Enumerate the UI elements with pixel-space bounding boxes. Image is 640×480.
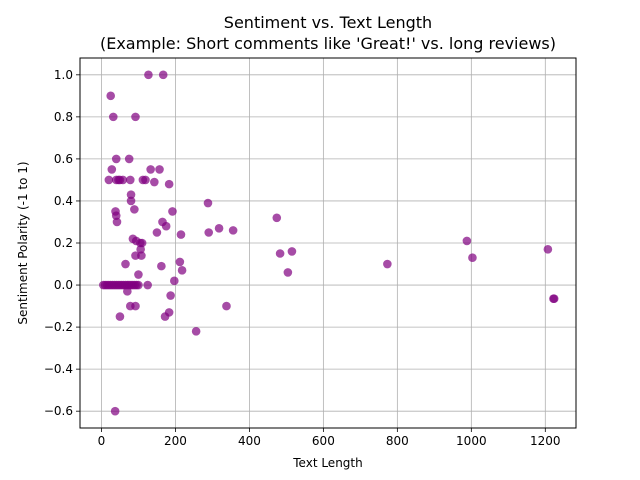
data-point [124, 154, 134, 164]
data-point [121, 259, 130, 269]
data-point [131, 112, 140, 122]
data-point [283, 268, 293, 277]
data-point [164, 179, 174, 189]
data-point [111, 154, 121, 164]
data-point [549, 294, 559, 304]
data-point [136, 245, 145, 254]
data-point [543, 245, 553, 254]
data-point [152, 228, 162, 237]
data-point [144, 70, 153, 80]
chart-subtitle: (Example: Short comments like 'Great!' v… [100, 34, 556, 53]
data-point [168, 207, 177, 216]
data-point [191, 326, 201, 336]
data-point [134, 270, 143, 279]
data-point [126, 175, 135, 185]
data-point [161, 221, 171, 231]
y-tick-label: −0.4 [44, 362, 73, 376]
y-tick-label: 0.8 [54, 110, 73, 124]
data-point [177, 266, 187, 275]
data-point [166, 291, 175, 300]
data-point [126, 196, 136, 206]
y-tick-label: 0.2 [54, 236, 73, 250]
data-point [158, 70, 168, 80]
data-point [150, 177, 159, 187]
y-tick-label: 0.4 [54, 194, 73, 208]
data-point [143, 280, 152, 290]
x-tick-label: 600 [312, 434, 335, 448]
data-point [468, 253, 477, 263]
data-point [134, 280, 143, 290]
data-point [118, 175, 128, 185]
x-tick-label: 0 [98, 434, 106, 448]
data-point [146, 165, 155, 174]
x-tick-label: 1200 [530, 434, 561, 448]
data-point [157, 261, 166, 271]
data-point [214, 223, 224, 233]
data-point [131, 251, 140, 260]
data-point [175, 257, 185, 267]
y-tick-label: −0.6 [44, 404, 73, 418]
x-tick-label: 1000 [456, 434, 487, 448]
y-axis-label: Sentiment Polarity (-1 to 1) [16, 161, 30, 324]
grid [80, 58, 576, 428]
data-point [112, 217, 122, 227]
data-point [176, 230, 186, 239]
y-tick-label: 1.0 [54, 68, 73, 82]
x-tick-label: 800 [386, 434, 409, 448]
data-point [126, 190, 136, 199]
data-point [275, 249, 285, 258]
data-point [111, 211, 121, 220]
data-point [160, 312, 170, 321]
x-axis-label: Text Length [292, 456, 362, 470]
chart-title: Sentiment vs. Text Length [224, 13, 432, 32]
data-point [155, 165, 164, 174]
data-point [203, 198, 213, 208]
data-point [115, 312, 125, 321]
data-point [383, 259, 392, 269]
data-point [123, 287, 132, 296]
data-point [130, 205, 139, 214]
data-point [222, 301, 231, 311]
y-tick-label: 0.6 [54, 152, 73, 166]
data-point [108, 112, 118, 122]
x-tick-label: 400 [238, 434, 261, 448]
data-point [272, 213, 282, 223]
data-point [170, 276, 179, 286]
y-tick-label: 0.0 [54, 278, 73, 292]
data-point [141, 175, 150, 185]
data-point [462, 236, 472, 246]
data-point [228, 226, 238, 235]
axis-ticks: 0 200 400 600 800 1000 1200 −0.6 −0.4 −0.2 0.0 0.2 0… [44, 68, 561, 448]
x-tick-label: 200 [164, 434, 187, 448]
data-point [106, 91, 115, 101]
data-point [107, 165, 117, 174]
data-point [131, 301, 140, 311]
data-point [287, 247, 297, 256]
y-tick-label: −0.2 [44, 320, 73, 334]
data-point [104, 175, 114, 185]
data-points [99, 70, 559, 416]
data-point [110, 406, 120, 416]
data-point [204, 228, 214, 237]
data-point [137, 251, 146, 260]
